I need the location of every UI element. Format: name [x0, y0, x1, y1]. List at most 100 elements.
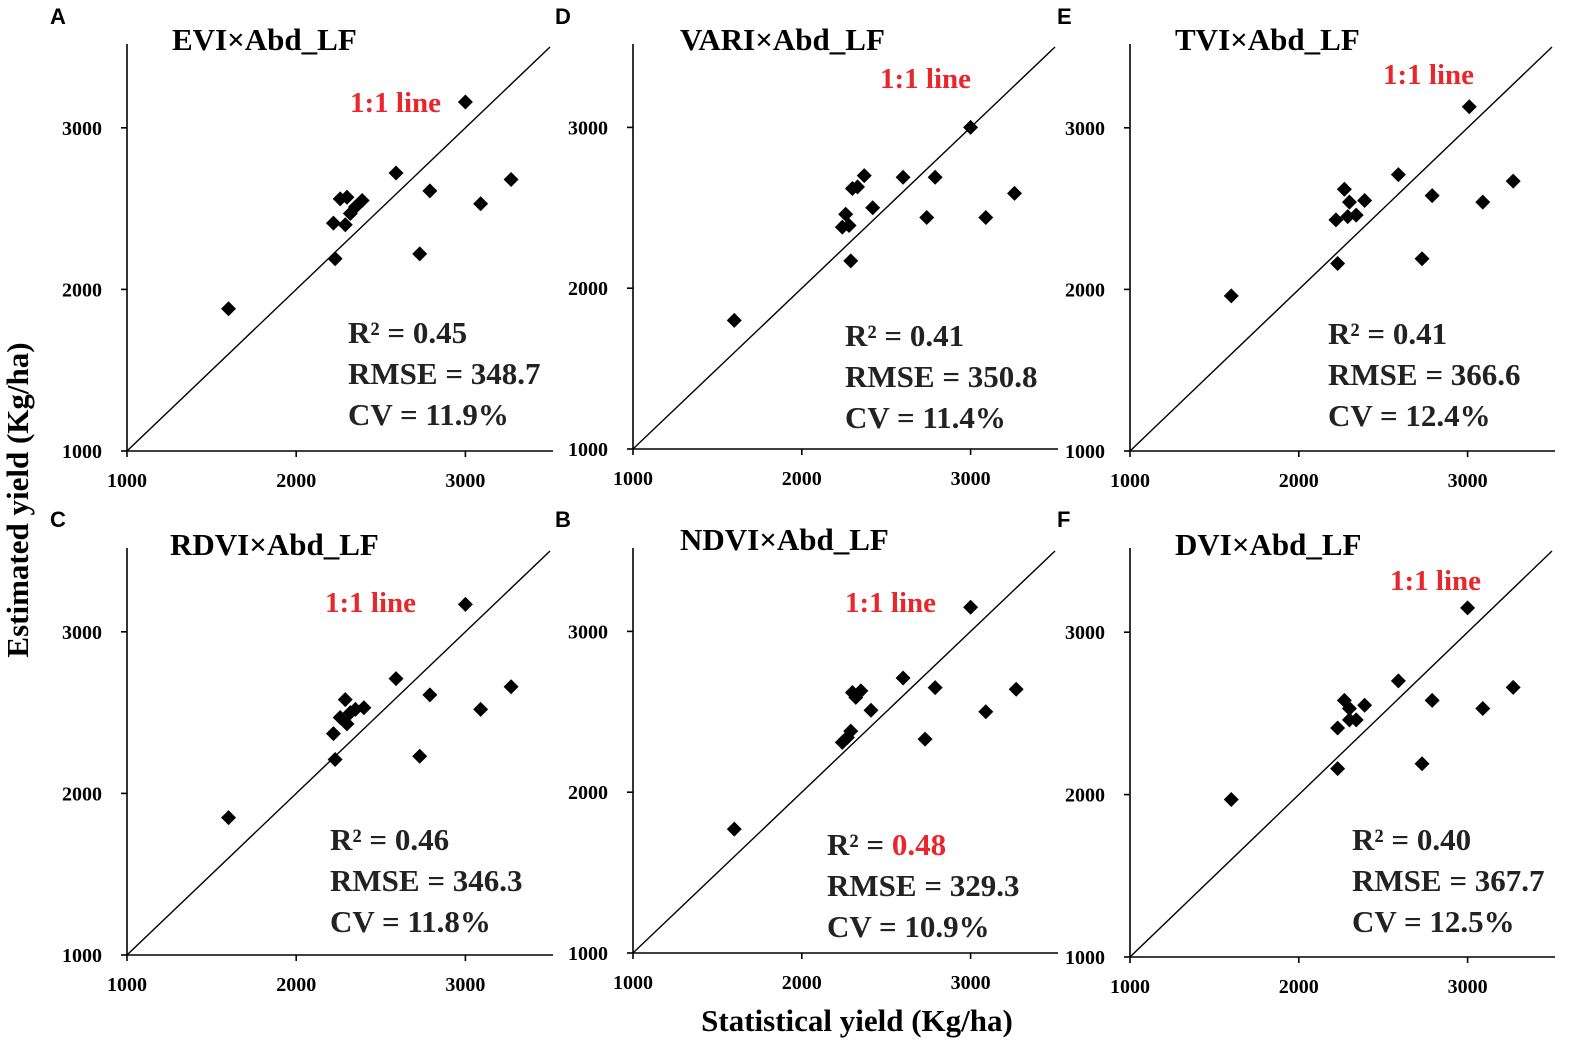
data-point — [850, 179, 866, 195]
data-point — [1348, 207, 1364, 223]
x-axis-title: Statistical yield (Kg/ha) — [701, 1003, 1013, 1038]
x-tick-label: 1000 — [1110, 470, 1150, 492]
y-tick-label: 3000 — [62, 622, 102, 644]
data-point — [339, 716, 355, 732]
stat-r2-prefix: R² = — [348, 315, 413, 350]
x-tick-label: 3000 — [1448, 470, 1488, 492]
y-tick-label: 3000 — [62, 118, 102, 140]
stat-r2-value: 0.40 — [1417, 822, 1471, 857]
stat-rmse: RMSE = 350.8 — [845, 359, 1037, 394]
data-point — [963, 599, 979, 615]
data-point — [503, 679, 519, 695]
data-point — [963, 119, 979, 135]
panel-title: RDVI×Abd_LF — [170, 527, 379, 562]
data-point — [1330, 761, 1346, 777]
x-tick-label: 1000 — [107, 974, 147, 996]
one-to-one-line — [1129, 550, 1553, 958]
data-point — [325, 215, 341, 231]
data-point — [356, 700, 372, 716]
data-point — [473, 701, 489, 717]
data-point — [1414, 756, 1430, 772]
stat-r2: R² = 0.46 — [330, 822, 449, 857]
stat-r2: R² = 0.41 — [845, 318, 964, 353]
y-tick-label: 1000 — [1065, 947, 1105, 969]
data-point — [853, 683, 869, 699]
stat-r2-value: 0.46 — [395, 822, 449, 857]
panels: A EVI×Abd_LF 1000 2000 3000 1000 2000 3000 1:1 l… — [50, 4, 1555, 998]
panel-letter: C — [50, 507, 66, 532]
data-point — [337, 692, 353, 708]
data-point — [1006, 185, 1022, 201]
data-point — [895, 169, 911, 185]
one-to-one-label: 1:1 line — [1390, 565, 1481, 597]
y-tick-label: 3000 — [568, 621, 608, 643]
x-tick-label: 2000 — [1279, 470, 1319, 492]
data-point — [221, 301, 237, 317]
stat-r2-value: 0.45 — [413, 315, 467, 350]
stat-cv: CV = 11.4% — [845, 400, 1006, 435]
stat-cv: CV = 12.4% — [1328, 398, 1491, 433]
data-point — [863, 702, 879, 718]
data-point — [1461, 99, 1477, 115]
data-point — [327, 751, 343, 767]
y-tick-label: 2000 — [62, 783, 102, 805]
panel-letter: F — [1057, 507, 1070, 532]
stat-r2: R² = 0.45 — [348, 315, 467, 350]
panel-a: A EVI×Abd_LF 1000 2000 3000 1000 2000 3000 1:1 l… — [50, 4, 553, 492]
data-point — [412, 748, 428, 764]
stat-r2-prefix: R² = — [1328, 316, 1393, 351]
stat-rmse: RMSE = 348.7 — [348, 356, 540, 391]
y-tick-label: 1000 — [568, 439, 608, 461]
data-point — [1390, 673, 1406, 689]
one-to-one-line — [1129, 46, 1553, 452]
panel-title: VARI×Abd_LF — [680, 22, 885, 57]
data-point — [1505, 173, 1521, 189]
data-point — [457, 596, 473, 612]
data-point — [1223, 288, 1239, 304]
data-point — [412, 246, 428, 262]
data-point — [1341, 701, 1357, 717]
data-point — [1475, 194, 1491, 210]
panel-letter: D — [555, 4, 571, 29]
panel-title: EVI×Abd_LF — [172, 22, 357, 57]
panel-c: C RDVI×Abd_LF 1000 2000 3000 1000 2000 3000 1:1 … — [50, 507, 553, 996]
stat-r2: R² = 0.48 — [827, 827, 946, 862]
stat-r2-prefix: R² = — [330, 822, 395, 857]
stat-r2-value: 0.41 — [1393, 316, 1447, 351]
one-to-one-label: 1:1 line — [1383, 59, 1474, 91]
data-point — [978, 209, 994, 225]
data-point — [325, 726, 341, 742]
y-tick-label: 1000 — [1065, 441, 1105, 463]
one-to-one-line — [126, 46, 551, 452]
data-point — [1475, 701, 1491, 717]
data-point — [1357, 697, 1373, 713]
stat-cv: CV = 12.5% — [1352, 904, 1515, 939]
stat-cv: CV = 11.9% — [348, 397, 509, 432]
x-tick-label: 1000 — [613, 468, 653, 490]
panel-title: DVI×Abd_LF — [1175, 527, 1361, 562]
one-to-one-label: 1:1 line — [350, 87, 441, 119]
data-point — [843, 723, 859, 739]
data-point — [354, 193, 370, 209]
data-point — [1328, 212, 1344, 228]
y-tick-label: 2000 — [62, 279, 102, 301]
data-point — [388, 671, 404, 687]
data-point — [422, 183, 438, 199]
data-point — [1424, 188, 1440, 204]
panel-f: F DVI×Abd_LF 1000 2000 3000 1000 2000 3000 1:1 l… — [1057, 507, 1555, 998]
panel-b: B NDVI×Abd_LF 1000 2000 3000 1000 2000 3000 1:1 … — [555, 507, 1058, 994]
x-tick-label: 1000 — [1110, 976, 1150, 998]
stat-rmse: RMSE = 346.3 — [330, 863, 522, 898]
stat-r2-value: 0.41 — [910, 318, 964, 353]
data-point — [919, 209, 935, 225]
data-point — [1424, 692, 1440, 708]
data-point — [422, 687, 438, 703]
one-to-one-label: 1:1 line — [325, 587, 416, 619]
stat-cv: CV = 10.9% — [827, 909, 990, 944]
data-point — [927, 680, 943, 696]
data-point — [457, 94, 473, 110]
data-point — [1348, 712, 1364, 728]
data-point — [1008, 681, 1024, 697]
data-point — [221, 810, 237, 826]
